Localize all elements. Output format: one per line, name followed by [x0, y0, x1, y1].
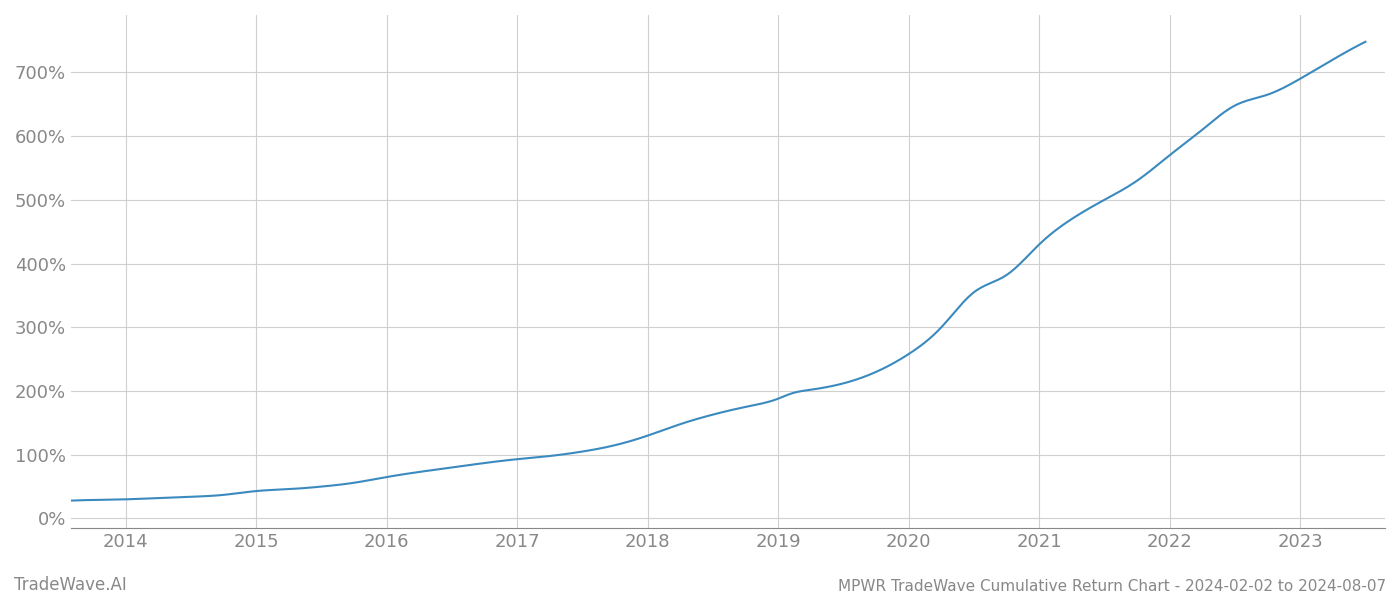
- Text: TradeWave.AI: TradeWave.AI: [14, 576, 127, 594]
- Text: MPWR TradeWave Cumulative Return Chart - 2024-02-02 to 2024-08-07: MPWR TradeWave Cumulative Return Chart -…: [837, 579, 1386, 594]
